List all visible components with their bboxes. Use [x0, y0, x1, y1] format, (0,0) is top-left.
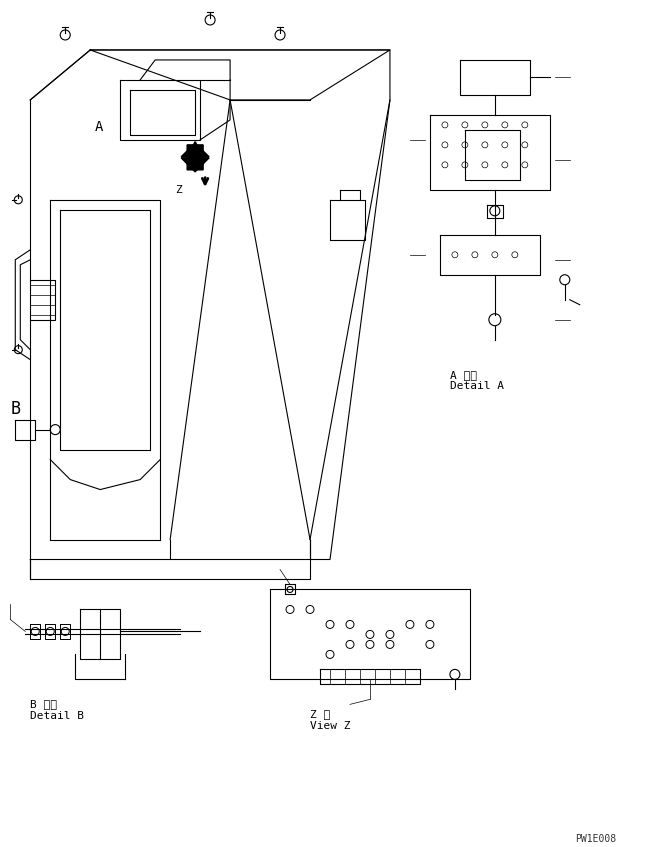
Text: A 詳細
Detail A: A 詳細 Detail A: [450, 369, 504, 391]
Text: Z 視
View Z: Z 視 View Z: [310, 710, 350, 731]
Text: A: A: [95, 120, 104, 134]
Text: B 詳細
Detail B: B 詳細 Detail B: [30, 700, 85, 721]
Text: B: B: [10, 400, 20, 418]
Polygon shape: [181, 143, 209, 170]
Text: PW1E008: PW1E008: [575, 834, 616, 844]
Text: Z: Z: [175, 185, 182, 195]
Polygon shape: [181, 145, 209, 172]
